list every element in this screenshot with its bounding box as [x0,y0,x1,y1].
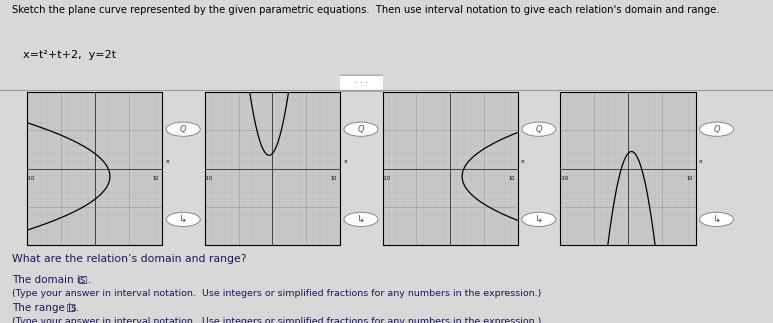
Text: x: x [521,159,525,164]
Text: .: . [360,114,362,120]
Text: The domain is: The domain is [12,275,85,285]
Text: · · ·: · · · [355,79,368,88]
Text: x=t²+t+2,  y=2t: x=t²+t+2, y=2t [23,50,116,60]
Text: ↳: ↳ [179,214,187,224]
Text: -10: -10 [27,176,35,181]
Text: x: x [165,159,169,164]
Text: -10: -10 [205,176,213,181]
Text: Sketch the plane curve represented by the given parametric equations.  Then use : Sketch the plane curve represented by th… [12,5,719,15]
Text: 10: 10 [686,176,693,181]
Text: □.: □. [63,303,80,313]
Text: 10: 10 [509,176,515,181]
Text: x: x [699,159,703,164]
Text: .: . [182,114,184,120]
Text: -10: -10 [383,176,390,181]
Text: x: x [343,159,347,164]
Text: □.: □. [75,275,91,285]
Text: 10: 10 [331,176,337,181]
Text: What are the relation’s domain and range?: What are the relation’s domain and range… [12,254,246,264]
Text: -10: -10 [560,176,568,181]
Text: (Type your answer in interval notation.  Use integers or simplified fractions fo: (Type your answer in interval notation. … [12,317,541,323]
Text: ↳: ↳ [535,214,543,224]
Text: Q: Q [358,125,364,134]
Text: The range is: The range is [12,303,77,313]
Text: ↳: ↳ [357,214,365,224]
Text: ↳: ↳ [713,214,720,224]
Text: Q: Q [713,125,720,134]
Text: (Type your answer in interval notation.  Use integers or simplified fractions fo: (Type your answer in interval notation. … [12,289,541,298]
Text: .: . [716,114,717,120]
Text: 10: 10 [153,176,159,181]
FancyBboxPatch shape [339,75,384,91]
Text: Q: Q [180,125,186,134]
Text: .: . [538,114,540,120]
Text: Q: Q [536,125,542,134]
